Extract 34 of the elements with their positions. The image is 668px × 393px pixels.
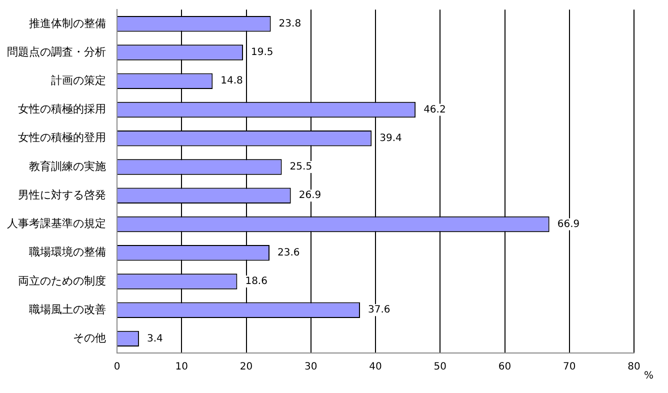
y-tick-label: 職場環境の整備 (29, 246, 106, 259)
y-tick-label: 人事考課基準の規定 (7, 217, 106, 230)
y-tick-label: 女性の積極的登用 (18, 131, 106, 144)
y-tick-label: その他 (73, 332, 106, 345)
data-label: 46.2 (424, 104, 446, 116)
x-tick-label: 20 (240, 362, 253, 373)
data-label: 23.8 (278, 18, 302, 30)
x-tick-label: 10 (175, 362, 188, 373)
y-tick-label: 問題点の調査・分析 (7, 45, 106, 58)
x-tick-label: 30 (304, 362, 318, 373)
x-tick-label: 70 (563, 362, 576, 373)
x-tick-label: 40 (369, 362, 382, 373)
y-tick-label: 男性に対する啓発 (18, 188, 106, 202)
y-tick-label: 職場風土の改善 (29, 302, 106, 316)
y-tick-label: 教育訓練の実施 (29, 160, 106, 173)
data-label: 26.9 (298, 190, 322, 202)
data-label: 37.6 (368, 304, 390, 316)
data-label: 23.6 (278, 247, 300, 258)
data-label: 14.8 (220, 76, 243, 87)
data-label: 18.6 (245, 276, 268, 288)
data-label: 39.4 (380, 132, 402, 144)
y-tick-label: 両立のための制度 (18, 274, 106, 288)
data-label: 19.5 (251, 47, 274, 58)
x-tick-label: 0 (114, 362, 120, 373)
data-label: 66.9 (557, 218, 580, 230)
x-tick-label: 60 (498, 362, 512, 373)
data-label: 3.4 (146, 333, 163, 344)
x-tick-label: 50 (434, 362, 446, 373)
data-label: 25.5 (290, 162, 312, 173)
y-tick-label: 推進体制の整備 (29, 16, 106, 30)
x-axis-title: % (644, 370, 654, 382)
y-tick-label: 計画の策定 (51, 74, 106, 87)
y-tick-label: 女性の積極的採用 (18, 102, 106, 116)
x-tick-label: 80 (628, 362, 640, 373)
